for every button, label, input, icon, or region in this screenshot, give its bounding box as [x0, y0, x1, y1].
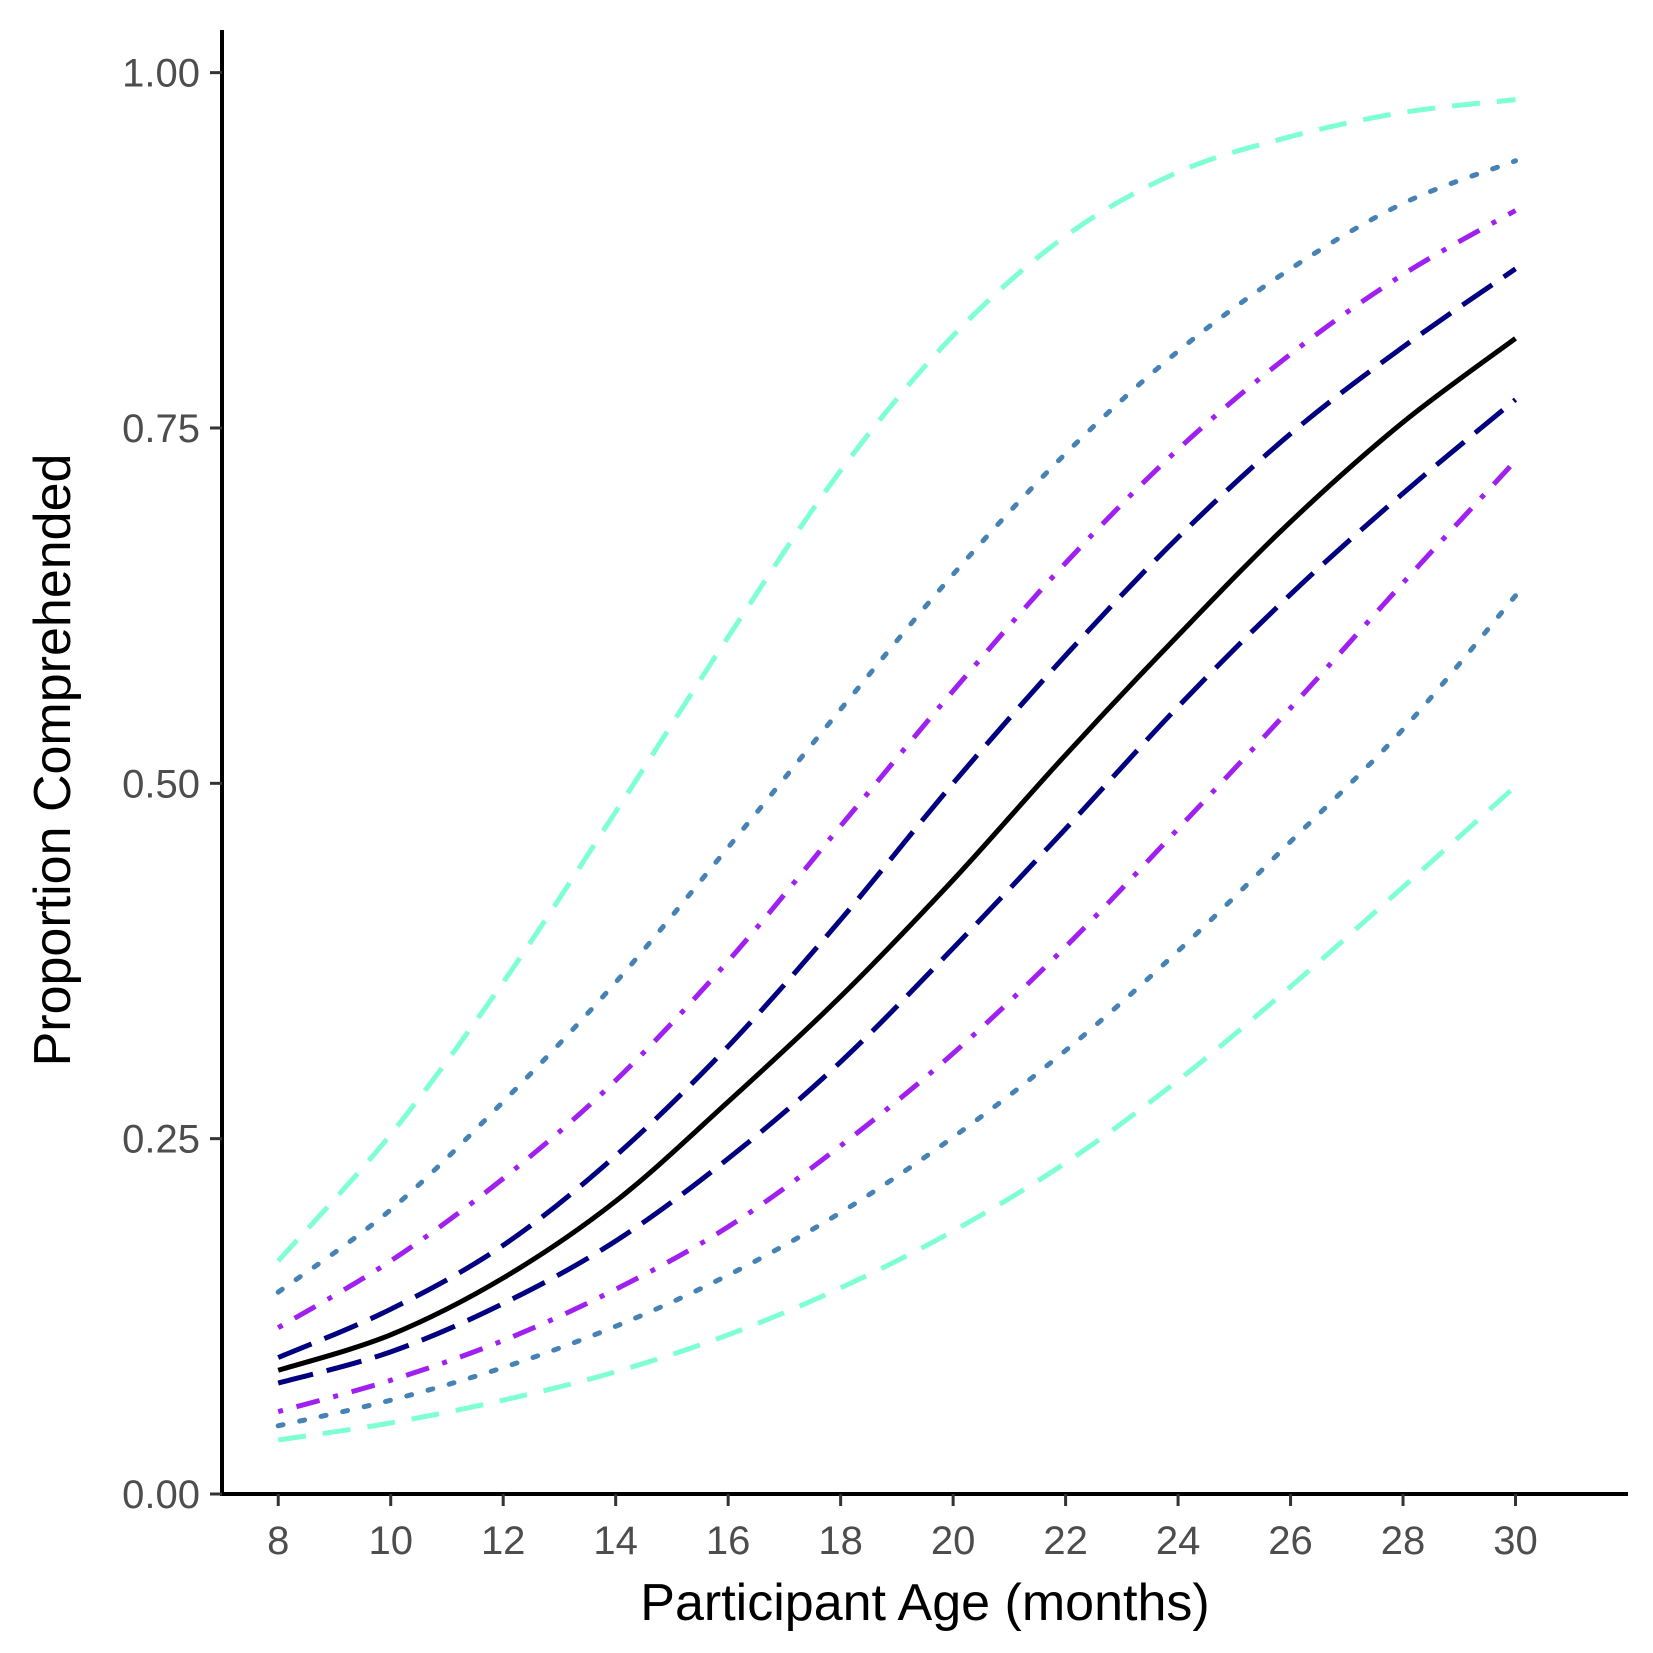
series-line-9-dashed: [276, 97, 1516, 1263]
x-tick-label: 28: [1381, 1519, 1426, 1563]
series-line-6-longdash: [277, 266, 1517, 1360]
y-tick-label: 0.50: [122, 762, 200, 806]
x-tick-label: 16: [706, 1519, 751, 1563]
y-tick-label: 0.00: [122, 1473, 200, 1517]
x-tick-label: 30: [1493, 1519, 1538, 1563]
y-tick-label: 1.00: [122, 52, 200, 96]
x-tick-label: 18: [818, 1519, 863, 1563]
axes: 8 10 12 14 16 18 20 22 24 26 28 30 0.00 0.25 0.50 0.75 1…: [122, 30, 1628, 1563]
series-line-1-dashed: [277, 784, 1518, 1443]
x-tick-label: 22: [1043, 1519, 1088, 1563]
y-tick-label: 0.75: [122, 407, 200, 451]
x-tick-label: 14: [593, 1519, 638, 1563]
y-tick-label: 0.25: [122, 1118, 200, 1162]
series-line-4-longdash: [277, 397, 1518, 1386]
x-tick-label: 26: [1268, 1519, 1313, 1563]
series-line-3-dotdash: [277, 459, 1518, 1415]
series-line-5-solid: [277, 336, 1517, 1373]
x-tick-label: 24: [1156, 1519, 1201, 1563]
x-tick-label: 10: [368, 1519, 413, 1563]
plot-lines: [275, 97, 1518, 1443]
x-axis-title: Participant Age (months): [640, 1574, 1209, 1632]
x-tick-label: 8: [267, 1519, 289, 1563]
x-tick-label: 20: [931, 1519, 976, 1563]
series-line-7-dotdash: [276, 208, 1517, 1330]
series-line-2-dotted: [275, 593, 1518, 1429]
series-line-8-dotted: [275, 158, 1518, 1295]
x-tick-label: 12: [481, 1519, 526, 1563]
y-axis-title: Proportion Comprehended: [24, 454, 82, 1067]
